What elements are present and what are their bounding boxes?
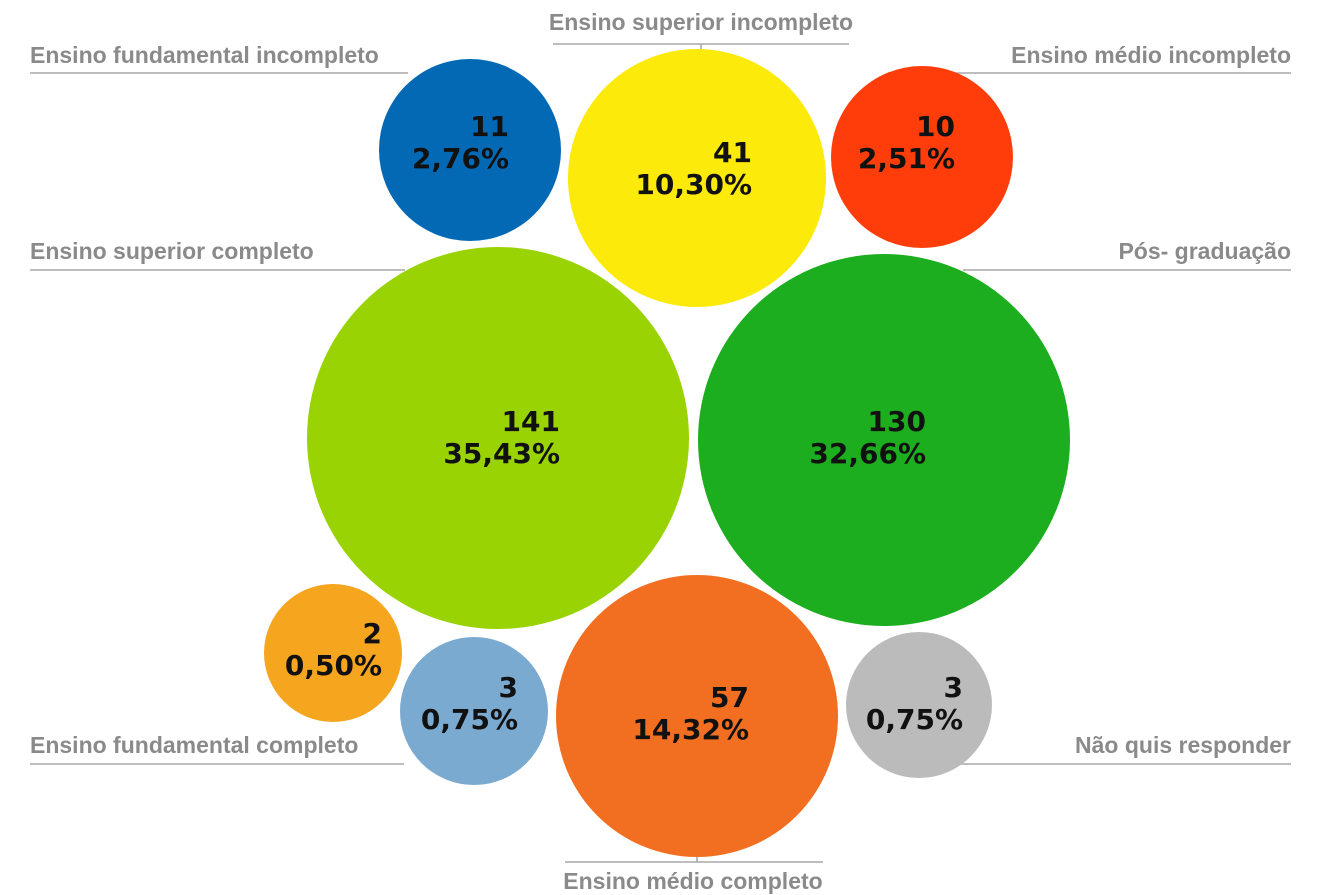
bubble-ensino-fundamental-completo [400, 637, 548, 785]
category-label-ensino-fundamental-completo: Ensino fundamental completo [30, 732, 358, 758]
category-label-ensino-medio-incompleto: Ensino médio incompleto [1011, 42, 1291, 68]
percent-label: 2,76% [412, 142, 509, 175]
bubble-ensino-superior-completo [307, 247, 689, 629]
category-label-ensino-superior-incompleto: Ensino superior incompleto [549, 9, 853, 35]
count-label: 41 [713, 136, 752, 169]
category-label-ensino-superior-completo: Ensino superior completo [30, 238, 314, 264]
count-label: 3 [944, 671, 963, 704]
bubble-pos-graduacao [698, 254, 1070, 626]
bubble-item-5 [264, 584, 402, 722]
percent-label: 35,43% [443, 437, 560, 470]
count-label: 130 [868, 405, 926, 438]
category-label-ensino-fundamental-incompleto: Ensino fundamental incompleto [30, 42, 379, 68]
percent-label: 10,30% [635, 168, 752, 201]
bubble-ensino-medio-incompleto [831, 66, 1013, 248]
percent-label: 2,51% [858, 142, 955, 175]
count-label: 2 [363, 617, 382, 650]
category-label-nao-quis-responder: Não quis responder [1075, 732, 1291, 758]
bubble-ensino-fundamental-incompleto [379, 59, 561, 241]
count-label: 3 [499, 671, 518, 704]
count-label: 141 [502, 405, 560, 438]
count-label: 57 [710, 681, 749, 714]
percent-label: 0,75% [866, 703, 963, 736]
bubble-ensino-medio-completo [556, 575, 838, 857]
percent-label: 32,66% [809, 437, 926, 470]
percent-label: 0,50% [285, 649, 382, 682]
category-label-ensino-medio-completo: Ensino médio completo [563, 868, 822, 894]
percent-label: 0,75% [421, 703, 518, 736]
category-label-pos-graduacao: Pós- graduação [1118, 238, 1291, 264]
bubble-nao-quis-responder [846, 632, 992, 778]
count-label: 10 [916, 110, 955, 143]
percent-label: 14,32% [632, 713, 749, 746]
bubble-ensino-superior-incompleto [568, 49, 826, 307]
count-label: 11 [470, 110, 509, 143]
